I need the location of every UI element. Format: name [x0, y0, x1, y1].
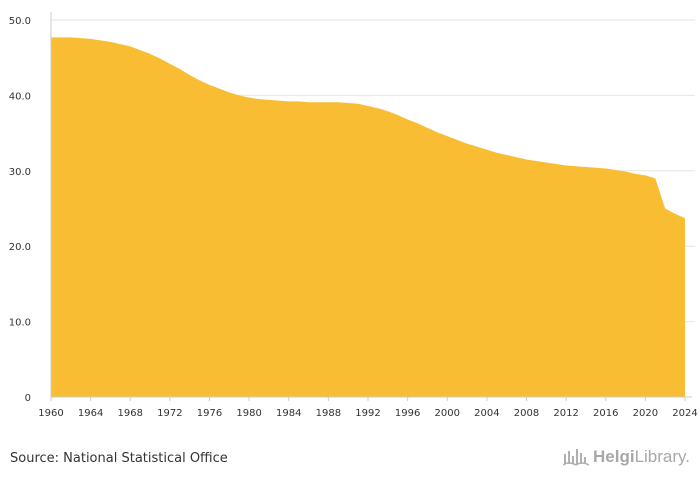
- x-tick-label: 1996: [395, 408, 420, 419]
- x-tick-label: 1968: [118, 408, 143, 419]
- x-axis-tick-labels: 1960 1964 1968 1972 1976 1980 1984 1988 1992 1996…: [38, 397, 698, 419]
- area-chart: 010.020.030.040.050.0 1960 1964 1968 1972 19…: [9, 12, 698, 419]
- source-note: Source: National Statistical Office: [10, 451, 228, 466]
- x-tick-label: 1992: [355, 408, 380, 419]
- x-tick-label: 2008: [514, 408, 539, 419]
- y-tick-label: 0: [25, 393, 31, 404]
- x-tick-label: 2016: [593, 408, 618, 419]
- y-tick-label: 40.0: [9, 91, 31, 102]
- x-tick-label: 1988: [316, 408, 341, 419]
- x-tick-label: 2000: [435, 408, 460, 419]
- x-tick-label: 1972: [157, 408, 182, 419]
- axes: [50, 12, 692, 398]
- x-tick-label: 1984: [276, 408, 301, 419]
- y-axis-tick-labels: 0 10.0 20.0 30.0 40.0 50.0: [9, 16, 31, 404]
- x-tick-label: 2020: [633, 408, 658, 419]
- x-tick-label: 1964: [78, 408, 103, 419]
- helgi-library-logo[interactable]: Helgi Library.: [563, 447, 690, 467]
- logo-text-helgi: Helgi: [593, 447, 635, 466]
- area-series-0: [51, 37, 685, 398]
- chart-footer: Source: National Statistical Office Helg…: [0, 447, 700, 471]
- y-tick-label: 10.0: [9, 318, 31, 329]
- x-tick-label: 1980: [236, 408, 261, 419]
- helgi-logo-icon: [563, 449, 589, 466]
- logo-text-library: Library.: [634, 447, 690, 466]
- y-tick-label: 50.0: [9, 16, 31, 27]
- y-tick-label: 20.0: [9, 242, 31, 253]
- x-tick-label: 2012: [553, 408, 578, 419]
- x-tick-label: 1976: [197, 408, 222, 419]
- x-tick-label: 2004: [474, 408, 499, 419]
- y-tick-label: 30.0: [9, 167, 31, 178]
- x-tick-label: 2024: [672, 408, 697, 419]
- x-tick-label: 1960: [38, 408, 63, 419]
- area-series: [51, 37, 685, 398]
